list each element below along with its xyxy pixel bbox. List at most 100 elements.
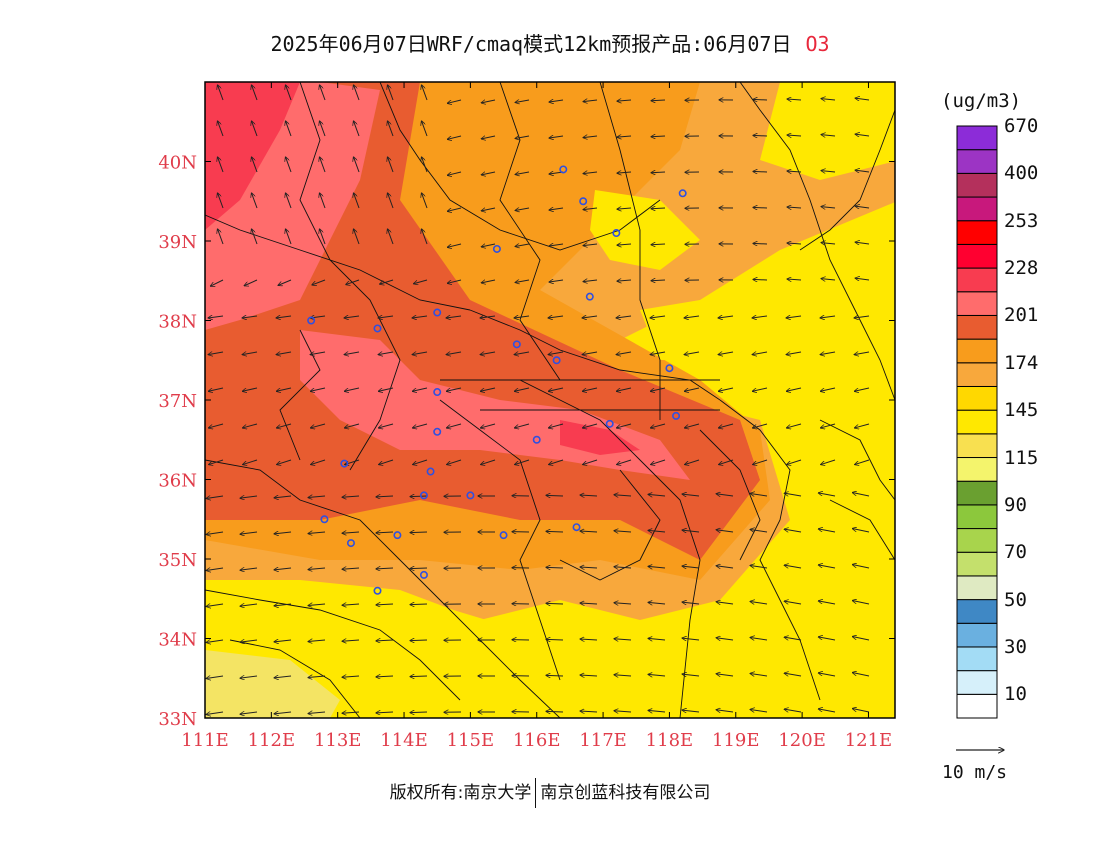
wind-vector: [821, 423, 836, 428]
wind-vector: [342, 676, 360, 677]
wind-vector: [854, 352, 870, 355]
copyright: 版权所有:南京大学 南京创蓝科技有限公司: [0, 778, 1100, 808]
city-marker: [426, 467, 435, 476]
wind-vector: [274, 532, 292, 534]
wind-vector: [206, 676, 224, 678]
wind-vector: [308, 496, 326, 498]
wind-vector: [515, 172, 530, 174]
wind-vector: [388, 85, 394, 101]
wind-vector: [716, 530, 734, 532]
wind-vector: [784, 529, 802, 533]
wind-vector: [753, 279, 768, 280]
wind-vector: [821, 135, 836, 136]
wind-vector: [750, 673, 768, 676]
wind-vector: [784, 493, 802, 497]
wind-vector: [852, 565, 870, 569]
wind-vector: [616, 352, 632, 355]
colorbar-box: [956, 243, 998, 269]
city-marker: [532, 435, 541, 444]
wind-vector: [548, 352, 564, 355]
wind-vector: [651, 459, 666, 465]
lon-tick-label: 114E: [380, 730, 428, 751]
wind-vector: [786, 387, 802, 391]
wind-vector: [447, 207, 462, 211]
wind-vector: [617, 459, 632, 465]
wind-vector: [583, 136, 598, 138]
wind-vector: [274, 568, 292, 570]
lon-tick-label: 113E: [314, 730, 362, 751]
wind-vector: [583, 244, 598, 246]
wind-vector: [753, 99, 768, 100]
wind-vector: [515, 244, 530, 246]
wind-vector: [388, 193, 394, 209]
wind-vector: [376, 532, 394, 533]
colorbar-box: [956, 196, 998, 222]
wind-vector: [378, 387, 394, 391]
wind-vector: [209, 423, 224, 428]
wind-vector: [583, 100, 598, 102]
wind-vector: [320, 85, 326, 101]
wind-vector: [446, 352, 462, 355]
city-marker: [393, 531, 402, 540]
wind-vector: [378, 316, 394, 318]
wind-vector: [354, 157, 360, 173]
wind-vector: [447, 171, 462, 175]
species-label: O3: [805, 32, 830, 56]
wind-vector: [218, 229, 224, 245]
wind-vector: [682, 566, 700, 568]
wind-vector: [240, 604, 258, 606]
wind-vector: [685, 459, 700, 465]
wind-vector: [286, 157, 292, 173]
city-marker: [340, 459, 349, 468]
lon-tick-label: 111E: [181, 730, 229, 751]
wind-vector: [614, 495, 632, 496]
wind-vector: [376, 676, 394, 677]
wind-vector: [410, 568, 428, 569]
wind-vector: [651, 280, 666, 281]
wind-vector: [787, 171, 802, 172]
colorbar-box: [956, 291, 998, 316]
wind-vector: [548, 316, 564, 318]
lat-tick-label: 40N: [158, 153, 197, 174]
wind-vector: [684, 316, 700, 318]
wind-vector: [617, 172, 632, 173]
wind-vector: [480, 316, 496, 318]
wind-vector: [682, 710, 700, 712]
wind-vector: [206, 532, 224, 534]
city-marker: [672, 411, 681, 420]
wind-vector: [852, 529, 870, 533]
wind-vector: [481, 423, 496, 428]
wind-vector: [481, 100, 496, 103]
wind-vector: [242, 352, 258, 355]
wind-vector: [787, 279, 802, 280]
colorbar-label: 228: [1004, 257, 1039, 280]
wind-vector: [378, 352, 394, 355]
wind-vector: [206, 496, 224, 498]
colorbar: [956, 125, 998, 719]
city-marker: [572, 523, 581, 532]
wind-vector: [583, 459, 598, 465]
wind-vector: [274, 496, 292, 498]
wind-vector: [515, 136, 530, 138]
wind-vector: [240, 532, 258, 534]
lat-tick-label: 33N: [158, 709, 197, 730]
colorbar-box: [956, 149, 998, 174]
wind-vector: [410, 676, 428, 677]
lon-tick-label: 121E: [845, 730, 893, 751]
wind-vector: [206, 712, 224, 714]
wind-vector: [583, 280, 598, 282]
wind-vector: [787, 99, 802, 100]
wind-vector: [447, 135, 462, 139]
colorbar-box: [956, 314, 998, 340]
wind-vector: [716, 674, 734, 676]
wind-vector: [311, 423, 326, 428]
wind-vector: [549, 244, 564, 246]
wind-vector: [549, 136, 564, 138]
copyright-left: 版权所有:南京大学: [389, 783, 532, 803]
city-marker: [512, 340, 521, 349]
wind-vector: [278, 279, 292, 285]
wind-vector: [342, 640, 360, 641]
wind-vector: [784, 601, 802, 605]
wind-vector: [546, 495, 564, 496]
wind-vector: [719, 459, 734, 465]
